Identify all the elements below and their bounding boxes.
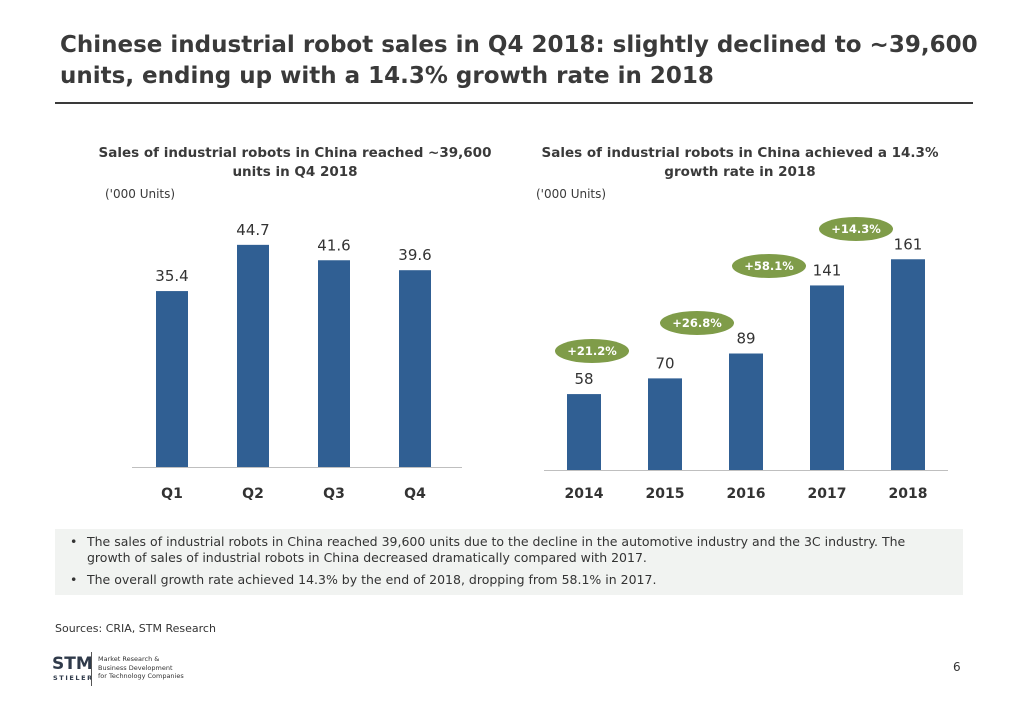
data-label: 35.4 [155,267,188,285]
note-item: The overall growth rate achieved 14.3% b… [70,572,963,588]
bar-Q3 [318,260,350,467]
tick-label: Q4 [404,486,426,502]
bar-2018 [891,259,925,470]
tick-label: Q1 [161,486,183,502]
tick-label: 2018 [889,486,928,502]
tick-label: 2017 [808,486,847,502]
growth-label: +26.8% [672,316,722,330]
growth-pill [819,217,893,241]
logo-tagline-line: Market Research & [98,655,160,663]
data-label: 39.6 [398,246,431,264]
data-label: 161 [894,235,923,253]
page-number: 6 [953,660,961,674]
right-chart-units: ('000 Units) [536,187,607,201]
logo-tagline-line: for Technology Companies [98,672,184,680]
tick-label: 2015 [646,486,685,502]
data-label: 70 [655,354,674,372]
data-label: 89 [736,330,755,348]
right-chart-title: Sales of industrial robots in China achi… [541,145,939,180]
logo-sub: STIELER [53,674,94,682]
bar-Q1 [156,291,188,467]
title-divider [55,102,973,104]
bar-2017 [810,285,844,470]
growth-pill [732,254,806,278]
left-chart-units: ('000 Units) [105,187,176,201]
data-label: 44.7 [236,221,269,239]
logo-tagline: Market Research & Business Development f… [98,655,184,681]
logo-tagline-line: Business Development [98,663,173,672]
logo-mark: STM [52,654,93,674]
growth-label: +14.3% [831,222,881,236]
left-chart-title: Sales of industrial robots in China reac… [98,145,492,180]
bar-2015 [648,378,682,470]
tick-label: 2016 [727,486,766,502]
data-label: 141 [813,261,842,279]
data-label: 41.6 [317,236,350,254]
logo-divider [91,652,92,686]
bar-2016 [729,353,763,470]
stm-logo: STM STIELER Market Research & Business D… [52,652,202,688]
tick-label: Q2 [242,486,264,502]
data-label: 58 [574,370,593,388]
note-item: The sales of industrial robots in China … [70,534,963,566]
growth-label: +21.2% [567,344,617,358]
notes-box: The sales of industrial robots in China … [55,529,963,595]
growth-pill [660,311,734,335]
page-title: Chinese industrial robot sales in Q4 201… [60,32,978,89]
bar-2014 [567,394,601,470]
tick-label: Q3 [323,486,345,502]
growth-pill [555,339,629,363]
tick-label: 2014 [565,486,604,502]
growth-label: +58.1% [744,259,794,273]
bar-Q4 [399,270,431,467]
bar-Q2 [237,244,269,467]
sources-text: Sources: CRIA, STM Research [55,622,216,635]
